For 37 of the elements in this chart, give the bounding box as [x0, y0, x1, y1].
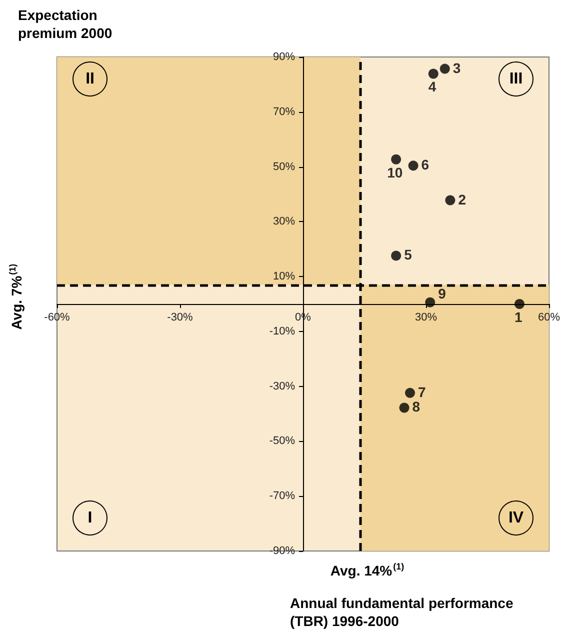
y-tick-label: -30%	[269, 380, 296, 392]
point	[514, 299, 524, 309]
point	[440, 64, 450, 74]
series-label: 8	[412, 398, 420, 415]
y-tick-label: 70%	[272, 106, 296, 118]
annotation: III	[509, 70, 523, 88]
series-label: 5	[404, 246, 412, 263]
series-label: 7	[418, 384, 426, 400]
point	[428, 68, 438, 79]
annotation: II	[86, 70, 94, 88]
point	[399, 402, 410, 413]
point	[391, 250, 402, 261]
series-label: 9	[438, 285, 446, 302]
y-axis-title: Expectation premium 2000	[18, 7, 112, 41]
point	[408, 160, 418, 171]
series-label: 3	[452, 60, 461, 76]
x-tick-label: 30%	[414, 312, 438, 324]
point	[425, 297, 436, 308]
annotation: IV	[508, 510, 524, 526]
point	[405, 388, 416, 398]
annotation: I	[88, 510, 92, 526]
ref-line-label: Avg. 7%(1)	[8, 264, 24, 330]
point	[445, 195, 456, 206]
x-axis-title: Annual fundamental performance (TBR) 1996-2000	[290, 595, 518, 629]
point	[391, 154, 402, 164]
series-label: 6	[421, 156, 430, 173]
y-tick-label: 50%	[272, 160, 296, 173]
series-label: 1	[514, 309, 522, 325]
y-tick-label: 30%	[272, 216, 296, 228]
y-tick-label: -50%	[269, 435, 296, 448]
y-tick-label: 10%	[272, 270, 296, 283]
series-label: 2	[458, 191, 466, 208]
y-tick-label: -10%	[269, 325, 296, 338]
series-label: 10	[387, 164, 403, 180]
x-tick-label: -30%	[167, 312, 194, 324]
series-label: 4	[428, 78, 436, 95]
y-tick-label: -70%	[269, 490, 296, 502]
